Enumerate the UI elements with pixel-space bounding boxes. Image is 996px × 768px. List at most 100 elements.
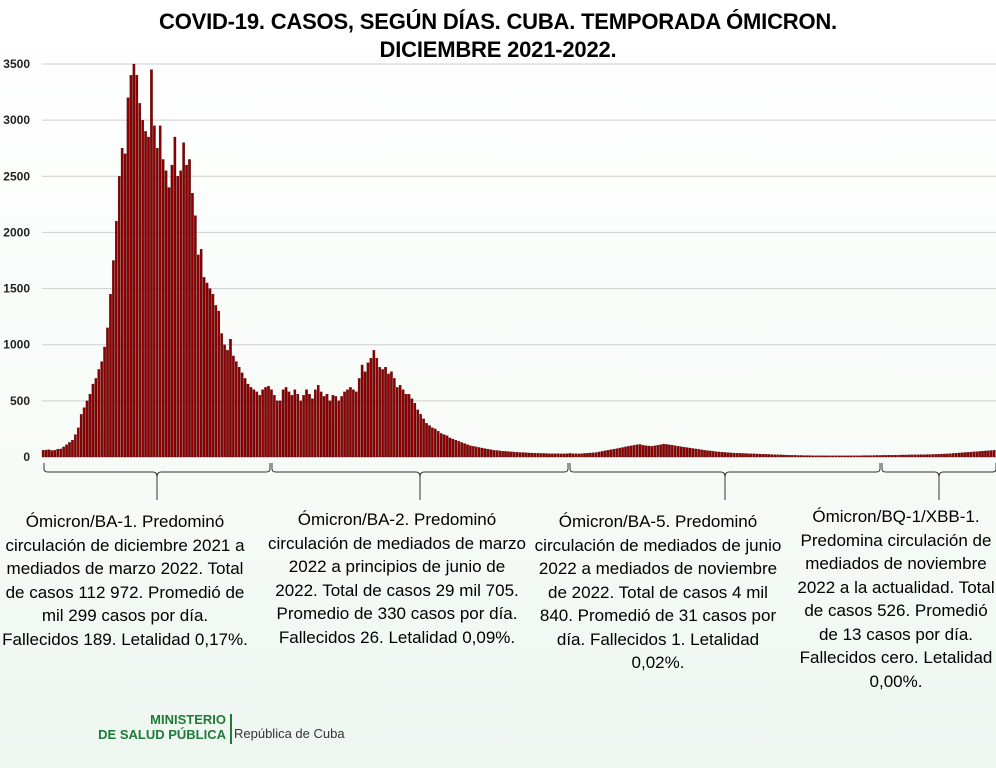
bar-day-18 (91, 383, 95, 458)
bar-day-322 (981, 451, 984, 458)
bar-day-274 (840, 455, 844, 458)
bar-day-323 (984, 450, 987, 458)
bar-day-25 (112, 260, 115, 458)
y-tick-label-3000: 3000 (3, 113, 30, 127)
bar-day-305 (931, 454, 935, 458)
bar-day-118 (384, 367, 387, 458)
bar-day-154 (489, 449, 493, 458)
bar-day-63 (223, 344, 226, 458)
bar-day-279 (855, 455, 858, 458)
bar-day-284 (870, 455, 873, 458)
bar-day-275 (843, 455, 847, 458)
bar-day-210 (653, 445, 657, 458)
bar-day-86 (290, 395, 294, 458)
bar-day-112 (366, 362, 370, 458)
bar-day-326 (992, 450, 996, 458)
bar-day-105 (346, 389, 349, 458)
bar-day-148 (472, 446, 475, 458)
bar-day-95 (316, 385, 320, 458)
bar-day-34 (138, 103, 142, 458)
bar-day-119 (387, 373, 390, 458)
bar-day-107 (352, 389, 355, 458)
bar-day-104 (343, 391, 346, 458)
bar-day-270 (829, 455, 832, 458)
bar-day-90 (302, 395, 305, 458)
bar-day-246 (758, 453, 762, 458)
bar-day-113 (369, 358, 373, 458)
bar-day-29 (123, 153, 127, 458)
bar-day-150 (477, 447, 481, 458)
bar-day-137 (439, 433, 443, 458)
bar-day-149 (474, 446, 478, 458)
bar-day-164 (518, 452, 522, 458)
bar-day-314 (957, 452, 961, 458)
bar-day-40 (156, 148, 159, 458)
bar-day-39 (153, 125, 156, 458)
bar-day-196 (612, 449, 616, 458)
bar-day-193 (603, 450, 607, 458)
bar-day-252 (776, 454, 779, 458)
bar-day-285 (872, 455, 876, 458)
bar-day-133 (428, 425, 431, 458)
bar-day-35 (141, 120, 144, 458)
bar-day-200 (624, 446, 627, 458)
bar-day-70 (243, 378, 247, 458)
bar-day-11 (71, 440, 74, 458)
bar-day-186 (583, 453, 586, 458)
bar-day-307 (937, 454, 940, 458)
bar-day-20 (97, 369, 101, 458)
bar-day-127 (410, 398, 414, 458)
chart-title: COVID-19. CASOS, SEGÚN DÍAS. CUBA. TEMPO… (0, 8, 996, 64)
bar-day-71 (246, 383, 250, 458)
bar-day-92 (308, 393, 311, 458)
bar-day-206 (641, 445, 645, 458)
y-axis-tick-labels: 0 500 1000 1500 2000 2500 3000 3500 (3, 57, 30, 464)
bar-day-51 (188, 159, 191, 458)
bar-day-253 (779, 454, 782, 458)
bar-day-81 (275, 400, 279, 458)
bar-day-238 (735, 453, 739, 458)
bar-day-235 (726, 452, 730, 458)
bar-day-197 (615, 448, 619, 458)
bar-day-204 (635, 444, 639, 458)
bar-day-271 (831, 455, 835, 458)
period-note-bq1-xbb1: Ómicron/BQ-1/XBB-1. Predomina circulació… (797, 507, 995, 691)
bar-day-182 (571, 453, 575, 458)
bar-day-281 (861, 455, 864, 458)
bar-day-74 (255, 391, 259, 458)
bar-day-277 (849, 455, 853, 458)
bar-day-272 (834, 455, 838, 458)
bar-day-224 (694, 448, 698, 458)
bar-day-226 (700, 449, 703, 458)
bar-day-54 (196, 254, 200, 458)
bar-day-158 (501, 451, 504, 458)
bar-day-245 (755, 453, 759, 458)
bar-day-191 (597, 451, 601, 458)
bar-day-317 (966, 452, 970, 458)
bar-day-209 (650, 446, 654, 458)
bar-day-299 (913, 454, 917, 458)
bar-day-302 (922, 454, 926, 458)
bar-day-188 (589, 452, 592, 458)
ministry-line-2: DE SALUD PÚBLICA (98, 727, 226, 742)
bar-day-102 (337, 400, 341, 458)
bar-day-176 (553, 453, 557, 458)
bar-day-122 (395, 387, 399, 458)
bar-day-219 (679, 446, 683, 458)
bar-day-24 (109, 294, 112, 458)
bar-day-255 (785, 454, 788, 458)
bar-day-5 (53, 450, 57, 458)
y-tick-label-2000: 2000 (3, 225, 30, 239)
bar-day-100 (331, 395, 335, 458)
bar-day-84 (284, 387, 288, 458)
ministry-line-1: MINISTERIO (150, 712, 226, 727)
bar-day-66 (232, 355, 235, 458)
bar-day-264 (811, 455, 815, 458)
bar-day-168 (530, 452, 534, 458)
bar-day-248 (764, 454, 768, 458)
bar-day-141 (451, 438, 455, 458)
bar-day-15 (82, 407, 86, 458)
title-line-2: DICIEMBRE 2021-2022. (379, 37, 617, 62)
bar-day-110 (360, 364, 364, 458)
bar-day-28 (120, 148, 124, 458)
